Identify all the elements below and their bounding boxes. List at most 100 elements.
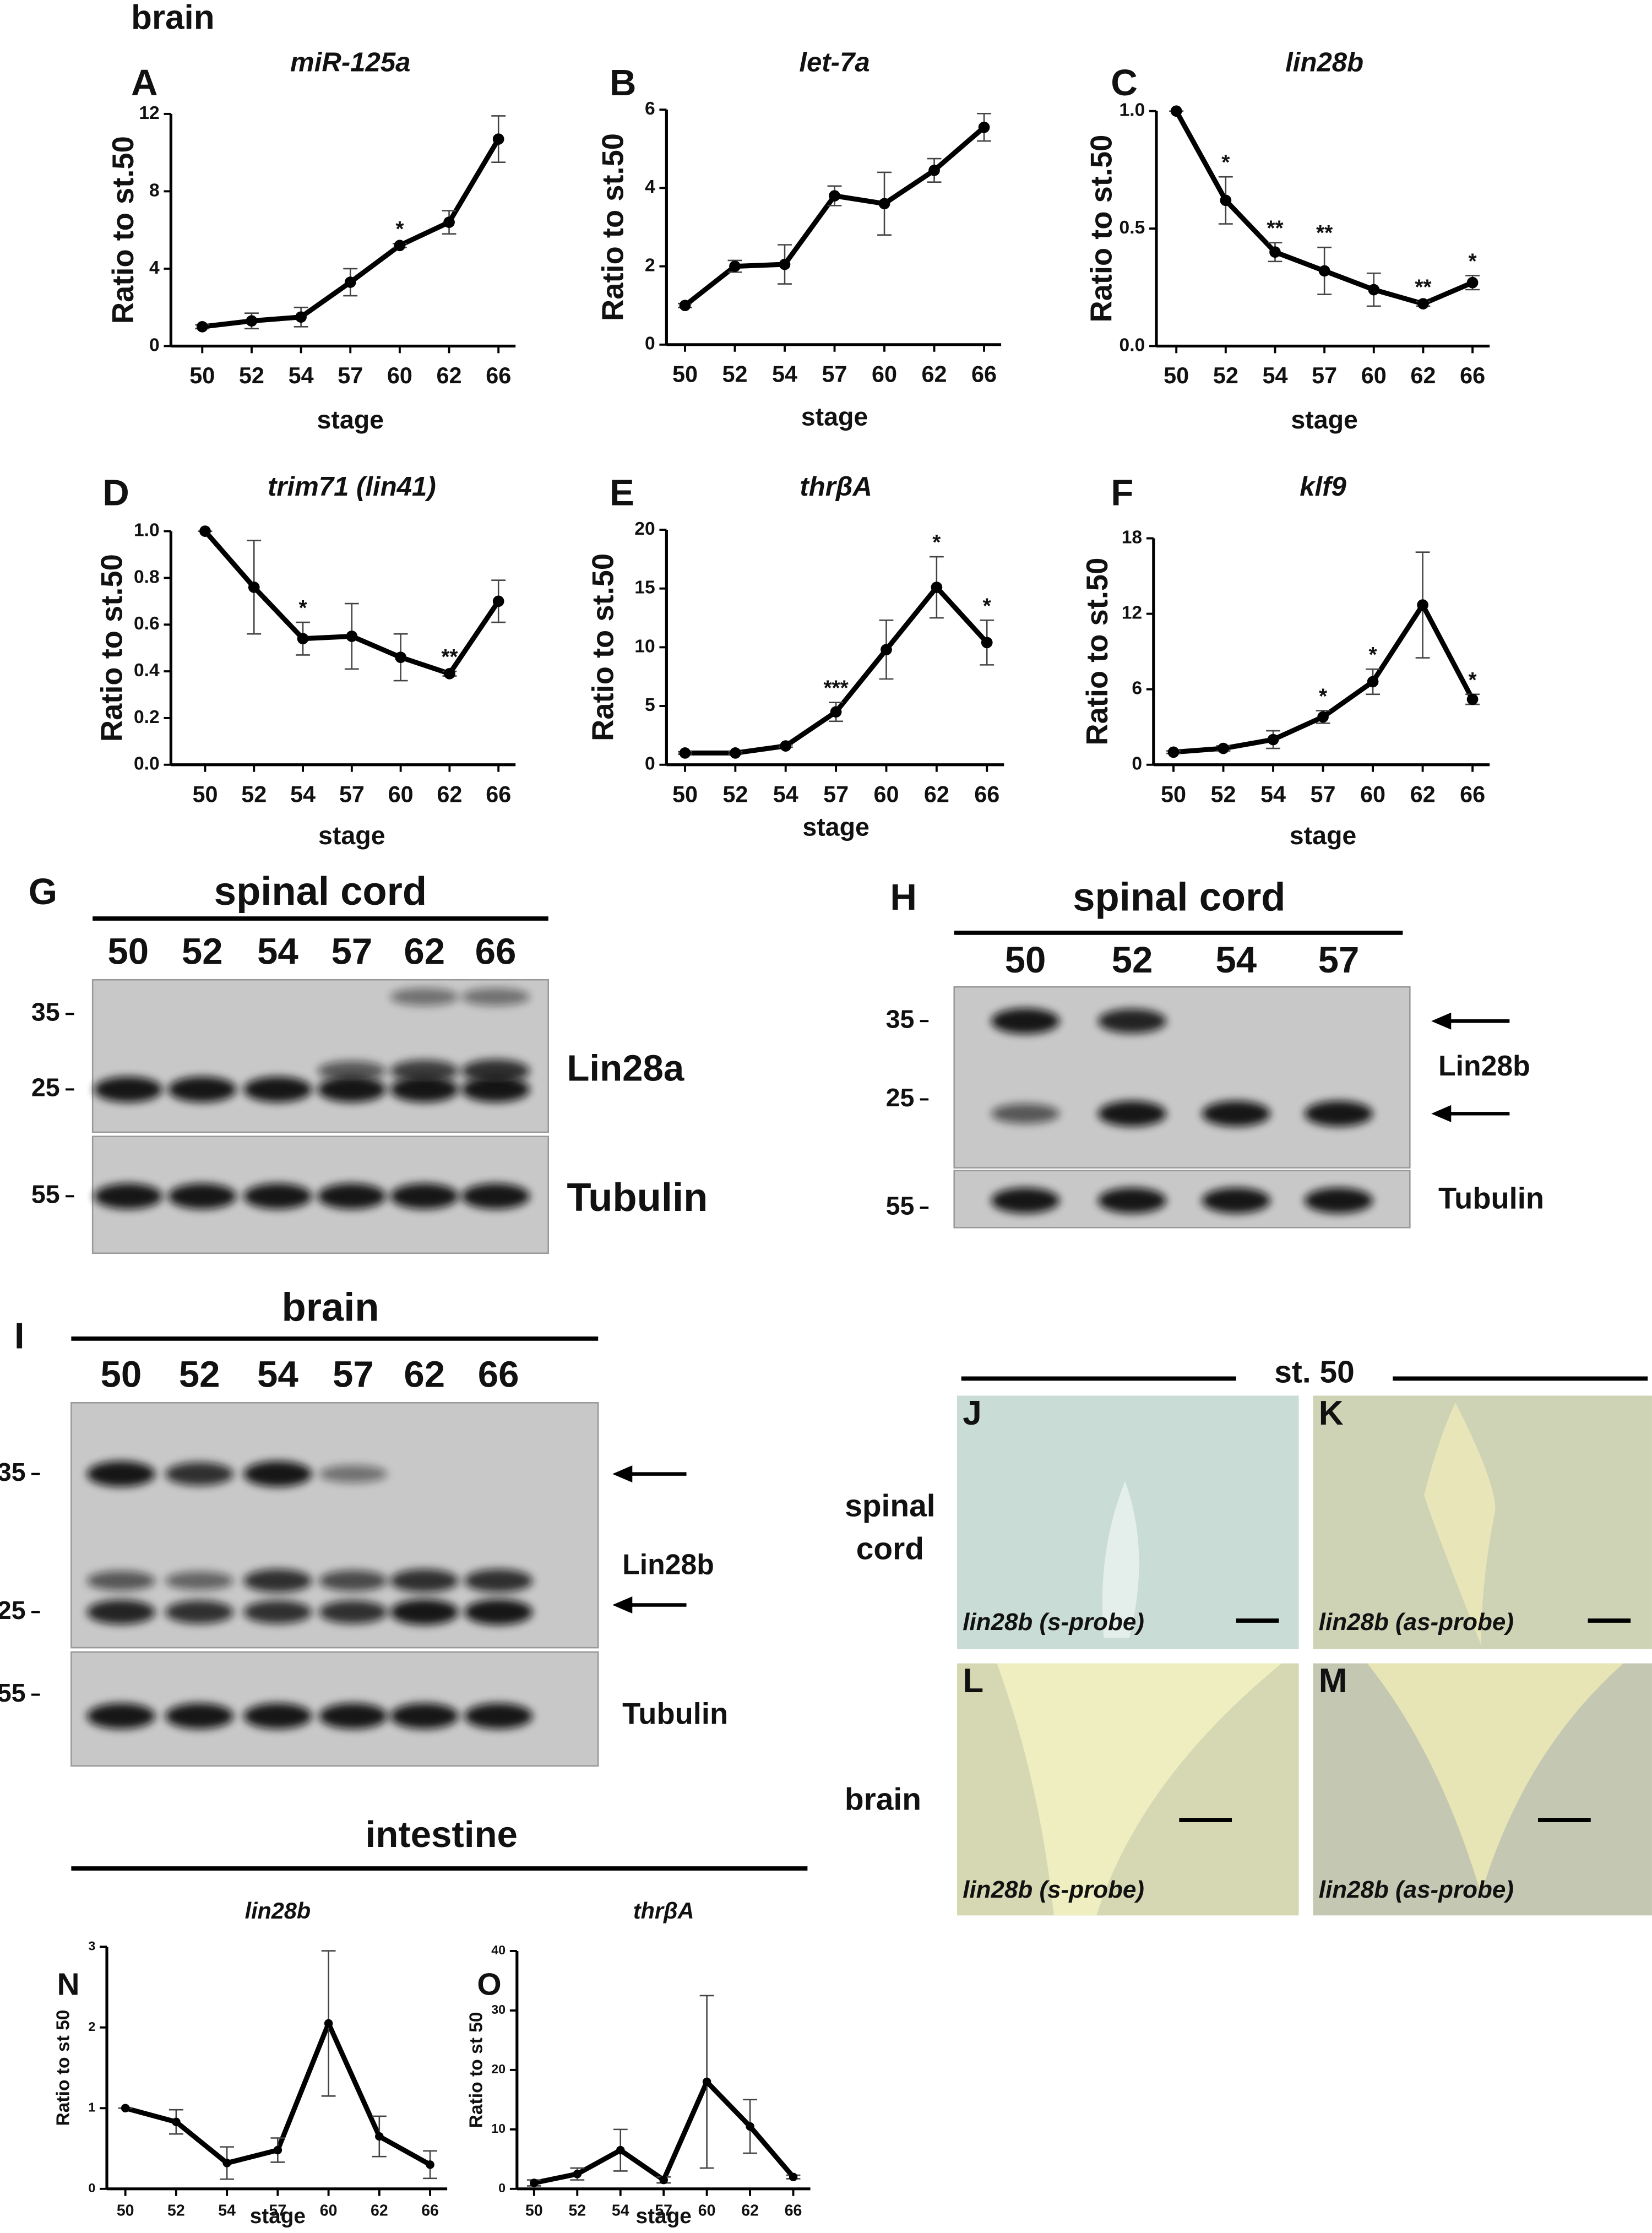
x-tick-label: 54 [218,2202,236,2220]
data-point [1269,246,1281,258]
lane-label: 62 [404,931,445,972]
x-axis-label: stage [802,812,870,841]
x-tick-label: 52 [722,782,748,807]
x-tick-label: 66 [486,782,511,807]
band [94,1183,162,1209]
band [390,1599,459,1625]
y-tick-label: 10 [634,636,655,656]
y-tick-label: 0.6 [134,613,160,634]
band [1304,1187,1373,1214]
significance: * [1469,669,1477,692]
panel-letter: D [102,472,129,514]
band [991,1104,1060,1124]
chart-title: klf9 [1300,472,1346,502]
x-tick-label: 52 [722,362,747,387]
blot-image [91,979,550,1133]
y-tick-label: 0.0 [1120,335,1145,355]
chart-title: thrβA [800,472,872,502]
x-tick-label: 60 [320,2202,338,2220]
significance: * [1319,684,1328,708]
panel-letter: B [610,62,637,104]
panel-letter: L [963,1662,983,1700]
x-tick-label: 62 [1410,782,1436,807]
y-tick-label: 6 [1132,678,1142,699]
data-line [683,125,986,308]
data-point [395,651,406,663]
panel-letter: I [14,1316,25,1357]
band [1097,1008,1167,1034]
data-point [779,258,791,270]
data-point [978,121,990,133]
chart-title: trim71 (lin41) [268,472,436,502]
x-tick-label: 54 [772,362,797,387]
row-label: spinal cord [845,1488,935,1567]
data-point [702,2077,711,2087]
data-point [375,2132,384,2141]
band [86,1571,155,1591]
data-point [1167,746,1180,758]
panel-letter: C [1111,62,1138,104]
data-point [829,190,840,202]
x-axis-label: stage [1291,405,1358,434]
band [1097,1187,1167,1214]
x-tick-label: 54 [1260,782,1286,807]
marker-label: 55 [886,1191,915,1220]
lane-label: 66 [478,1354,519,1395]
x-tick-label: 50 [192,782,218,807]
lane-label: 54 [257,1354,298,1395]
band [317,1077,386,1102]
marker-label: 25 [886,1083,915,1112]
x-tick-label: 50 [672,362,698,387]
significance: ** [1316,221,1333,245]
data-point [881,644,892,655]
y-tick-label: 20 [491,2062,506,2076]
data-line [202,138,501,329]
band [390,1569,459,1593]
band [317,1061,386,1081]
x-tick-label: 62 [437,363,462,388]
band [317,1183,386,1209]
marker-label: 35 [31,998,60,1026]
micrograph-header: st. 50 [1274,1355,1354,1390]
significance: ** [441,645,458,669]
data-point [679,300,691,312]
y-tick-label: 3 [88,1938,95,1953]
y-tick-label: 6 [645,99,655,119]
y-tick-label: 4 [149,258,160,278]
band [319,1600,388,1624]
chart-title: thrβA [633,1898,694,1924]
y-tick-label: 0.8 [134,567,160,587]
data-point [1466,693,1479,705]
significance: *** [823,677,849,700]
data-point [1417,599,1428,611]
x-tick-label: 66 [971,362,997,387]
x-tick-label: 57 [823,782,849,807]
data-point [492,595,504,607]
band [390,1060,459,1082]
x-axis-label: stage [801,403,868,431]
panel-letter: N [57,1967,80,2002]
x-tick-label: 50 [672,782,698,807]
band [390,1077,459,1102]
significance: * [395,218,404,241]
data-point [729,260,741,272]
data-point [780,740,792,752]
x-tick-label: 50 [1164,363,1189,388]
data-point [121,2104,130,2113]
band [464,1569,533,1593]
x-tick-label: 60 [388,782,414,807]
x-tick-label: 52 [1213,363,1238,388]
significance: ** [1415,275,1432,299]
data-point [1218,742,1229,754]
data-point [1318,265,1330,277]
band [86,1461,155,1487]
ventricle [997,1663,1282,1916]
x-tick-label: 60 [872,362,897,387]
data-point [1466,276,1479,289]
x-tick-label: 54 [773,782,798,807]
